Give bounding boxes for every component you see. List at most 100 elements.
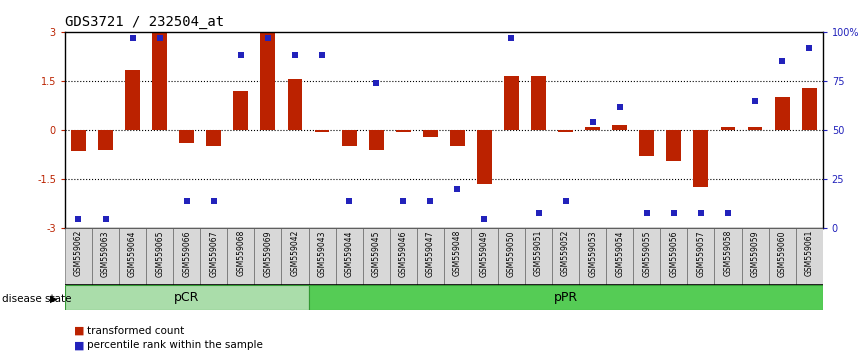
Bar <box>65 228 92 285</box>
Bar <box>206 130 221 147</box>
Bar <box>173 228 200 285</box>
Bar <box>443 228 471 285</box>
Bar <box>369 130 384 150</box>
Bar <box>342 130 357 147</box>
Text: pCR: pCR <box>174 291 199 304</box>
Point <box>288 53 302 58</box>
Point <box>505 35 519 41</box>
Text: GSM559064: GSM559064 <box>128 230 137 276</box>
Point <box>748 98 762 103</box>
Text: GSM559049: GSM559049 <box>480 230 489 276</box>
Text: GSM559045: GSM559045 <box>372 230 381 276</box>
Bar <box>417 228 443 285</box>
Bar <box>255 228 281 285</box>
Text: GSM559044: GSM559044 <box>345 230 353 276</box>
Bar <box>335 228 363 285</box>
Text: ■: ■ <box>74 326 84 336</box>
Text: GSM559067: GSM559067 <box>210 230 218 276</box>
Bar <box>179 130 194 143</box>
Text: GSM559052: GSM559052 <box>561 230 570 276</box>
Bar <box>314 130 329 132</box>
Text: percentile rank within the sample: percentile rank within the sample <box>87 340 262 350</box>
Bar <box>796 228 823 285</box>
Bar <box>688 228 714 285</box>
Bar <box>553 228 579 285</box>
Text: GSM559053: GSM559053 <box>588 230 598 276</box>
Text: GSM559060: GSM559060 <box>778 230 786 276</box>
Bar <box>585 127 600 130</box>
Point <box>423 198 437 204</box>
Bar <box>200 228 227 285</box>
Text: GSM559057: GSM559057 <box>696 230 706 276</box>
Bar <box>98 130 113 150</box>
Text: GSM559061: GSM559061 <box>805 230 814 276</box>
Bar <box>450 130 465 147</box>
Text: disease state: disease state <box>2 294 71 304</box>
Bar <box>92 228 119 285</box>
Bar <box>308 228 335 285</box>
Bar <box>504 76 519 130</box>
Bar <box>146 228 173 285</box>
Point <box>207 198 221 204</box>
Bar <box>721 127 735 130</box>
Text: GDS3721 / 232504_at: GDS3721 / 232504_at <box>65 16 224 29</box>
Text: GSM559048: GSM559048 <box>453 230 462 276</box>
Point <box>234 53 248 58</box>
Point <box>369 80 383 86</box>
Bar <box>308 285 823 310</box>
Point <box>559 198 572 204</box>
Point <box>126 35 139 41</box>
Bar <box>288 79 302 130</box>
Text: GSM559065: GSM559065 <box>155 230 165 276</box>
Bar <box>71 130 86 152</box>
Bar <box>119 228 146 285</box>
Text: GSM559062: GSM559062 <box>74 230 83 276</box>
Bar <box>741 228 768 285</box>
Point <box>477 216 491 221</box>
Text: GSM559066: GSM559066 <box>182 230 191 276</box>
Text: transformed count: transformed count <box>87 326 184 336</box>
Bar <box>234 91 249 130</box>
Bar <box>775 97 790 130</box>
Bar <box>152 32 167 130</box>
Point <box>585 119 599 125</box>
Text: GSM559050: GSM559050 <box>507 230 516 276</box>
Text: ■: ■ <box>74 340 84 350</box>
Point <box>180 198 194 204</box>
Text: GSM559042: GSM559042 <box>290 230 300 276</box>
Bar <box>227 228 255 285</box>
Bar <box>667 130 682 161</box>
Bar <box>498 228 525 285</box>
Bar <box>390 228 417 285</box>
Point <box>802 45 816 50</box>
Point <box>315 53 329 58</box>
Text: GSM559056: GSM559056 <box>669 230 678 276</box>
Point <box>775 58 789 64</box>
Text: GSM559069: GSM559069 <box>263 230 273 276</box>
Bar <box>802 87 817 130</box>
Point <box>532 210 546 216</box>
Bar <box>633 228 660 285</box>
Text: GSM559055: GSM559055 <box>643 230 651 276</box>
Bar <box>559 130 573 132</box>
Point <box>72 216 86 221</box>
Bar <box>660 228 688 285</box>
Text: GSM559043: GSM559043 <box>318 230 326 276</box>
Bar <box>261 32 275 130</box>
Text: GSM559058: GSM559058 <box>723 230 733 276</box>
Point <box>721 210 735 216</box>
Bar <box>477 130 492 184</box>
Bar <box>531 76 546 130</box>
Bar <box>525 228 553 285</box>
Text: pPR: pPR <box>553 291 578 304</box>
Text: GSM559046: GSM559046 <box>398 230 408 276</box>
Text: GSM559047: GSM559047 <box>426 230 435 276</box>
Bar <box>579 228 606 285</box>
Bar <box>126 69 140 130</box>
Bar <box>639 130 654 156</box>
Bar <box>714 228 741 285</box>
Bar <box>694 130 708 187</box>
Text: GSM559059: GSM559059 <box>751 230 759 276</box>
Point <box>152 35 166 41</box>
Bar <box>363 228 390 285</box>
